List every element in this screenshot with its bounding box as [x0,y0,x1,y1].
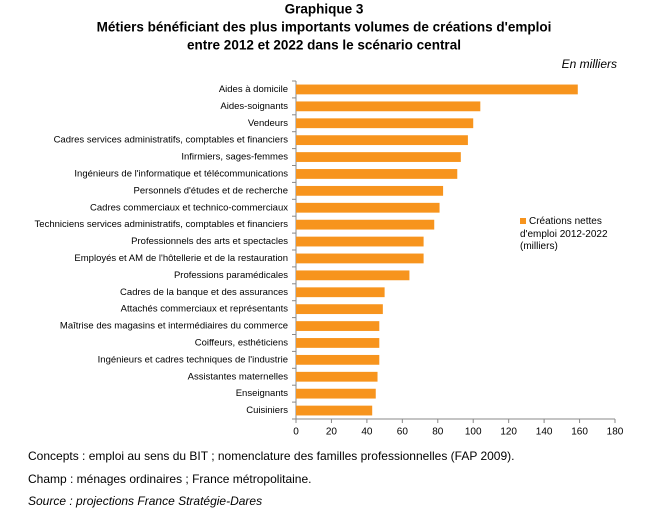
bar [296,118,474,129]
x-tick-label: 0 [293,427,299,438]
bar [296,135,468,146]
y-tick-label: Cadres commerciaux et technico-commercia… [90,202,288,213]
bar [296,388,376,399]
legend: Créations nettes d'emploi 2012-2022 (mil… [520,216,610,254]
bar [296,152,461,162]
unit-note: En milliers [562,57,617,71]
x-tick-label: 120 [500,427,517,438]
chart-label: Graphique 3 [285,2,364,17]
note: Champ : ménages ordinaires ; France métr… [28,472,311,486]
y-tick-label: Ingénieurs et cadres techniques de l'ind… [98,354,288,365]
bar [296,202,440,213]
y-tick-label: Infirmiers, sages-femmes [181,152,288,163]
bar [296,304,383,315]
bar [296,101,481,112]
bar [296,219,435,230]
x-tick-label: 20 [326,427,338,438]
legend-label: Créations nettes d'emploi 2012-2022 (mil… [520,216,608,252]
chart-title: Métiers bénéficiant des plus importants … [97,20,552,35]
bar [296,270,410,281]
y-tick-label: Techniciens services administratifs, com… [35,219,289,230]
bar [296,253,424,264]
y-tick-label: Aides-soignants [220,101,288,112]
y-tick-label: Enseignants [236,388,289,399]
legend-swatch [520,218,526,224]
x-tick-label: 140 [536,427,553,438]
bar [296,354,380,365]
y-tick-label: Vendeurs [248,118,288,129]
bar [296,287,385,298]
y-tick-label: Cuisiniers [246,405,288,416]
x-tick-label: 40 [361,427,373,438]
bar [296,321,380,331]
y-tick-label: Aides à domicile [219,84,288,95]
y-tick-label: Employés et AM de l'hôtellerie et de la … [74,253,288,264]
y-tick-label: Assistantes maternelles [188,371,289,382]
x-tick-label: 80 [432,427,444,438]
y-tick-label: Coiffeurs, esthéticiens [195,337,289,348]
y-tick-label: Professionnels des arts et spectacles [131,236,288,247]
y-tick-label: Personnels d'études et de recherche [134,185,288,196]
x-tick-label: 180 [607,427,624,438]
note: Concepts : emploi au sens du BIT ; nomen… [28,449,514,463]
y-tick-label: Professions paramédicales [174,270,288,281]
x-tick-label: 60 [397,427,409,438]
bar [296,338,380,348]
y-tick-label: Cadres services administratifs, comptabl… [54,135,289,146]
bar [296,185,444,196]
x-tick-label: 160 [571,427,588,438]
y-tick-label: Ingénieurs de l'informatique et télécomm… [74,168,288,179]
y-tick-label: Cadres de la banque et des assurances [120,287,288,298]
chart-title: entre 2012 et 2022 dans le scénario cent… [187,38,461,53]
note: Source : projections France Stratégie-Da… [28,494,262,508]
y-tick-label: Maîtrise des magasins et intermédiaires … [60,321,288,332]
x-tick-label: 100 [465,427,482,438]
bar [296,236,424,247]
bar [296,169,458,179]
bar [296,371,378,382]
y-tick-label: Attachés commerciaux et représentants [121,304,289,315]
bar [296,405,373,416]
bar [296,84,578,95]
